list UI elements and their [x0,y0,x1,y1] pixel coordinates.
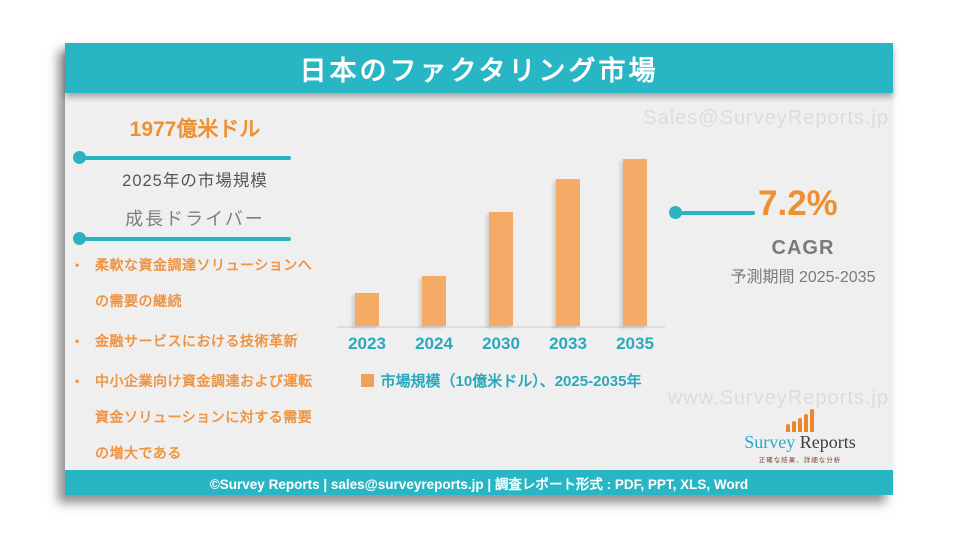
bullet-icon: • [75,374,80,388]
chart-legend: 市場規模（10億米ドル）、2025-2035年 [337,370,665,391]
dot-icon [73,232,86,245]
bar-column-2023 [337,136,397,326]
logo-wordmark: Survey Reports [744,432,856,452]
bar-column-2035 [605,136,665,326]
bar-2024 [422,276,446,326]
legend-swatch-icon [360,374,374,387]
growth-drivers-heading: 成長ドライバー [125,209,265,229]
bar-2023 [355,293,379,326]
chart-plot-area [337,138,665,328]
divider-rule [679,210,755,215]
bar-column-2033 [538,136,598,326]
footer-bar: ©Survey Reports | sales@surveyreports.jp… [65,470,893,495]
driver-text: 中小企業向け資金調達および運転 資金ソリューションに対する需要 の増大である [95,373,313,461]
title-banner: 日本のファクタリング市場 [65,43,893,93]
watermark-top: Sales@SurveyReports.jp [643,107,889,129]
market-size-value: 1977億米ドル [129,118,261,141]
x-tick-2035: 2035 [616,334,654,353]
footer-text: ©Survey Reports | sales@surveyreports.jp… [209,476,749,492]
cagr-label: CAGR [771,237,835,259]
dot-icon [669,206,682,219]
x-tick-2030: 2030 [482,334,520,353]
legend-label: 市場規模（10億米ドル）、2025-2035年 [380,373,642,390]
accent-divider-top [73,151,291,164]
bar-2033 [556,179,580,326]
growth-drivers-list: • 柔軟な資金調達ソリューションへ の需要の継続 • 金融サービスにおける技術革新 • 中小… [75,247,367,475]
bar-2030 [489,212,513,326]
bar-2035 [623,159,647,326]
cagr-pointer-line [669,206,755,219]
market-size-caption: 2025年の市場規模 [122,172,268,190]
x-tick-2024: 2024 [415,334,453,353]
dot-icon [73,151,86,164]
bullet-icon: • [75,334,80,348]
driver-item: • 金融サービスにおける技術革新 [75,323,367,359]
forecast-period: 予測期間 2025-2035 [730,269,876,286]
accent-divider-drivers [73,232,291,245]
cagr-value: 7.2% [758,184,838,223]
bar-column-2024 [404,136,464,326]
page-title: 日本のファクタリング市場 [299,55,659,86]
logo-tagline: 正確な結果、詳細な分析 [758,457,842,464]
bullet-icon: • [75,258,80,272]
divider-rule [83,155,291,160]
chart-x-axis-labels: 2023 2024 2030 2033 2035 [337,334,665,354]
infographic-slide: 日本のファクタリング市場 Sales@SurveyReports.jp www.… [65,43,893,495]
bar-chart-icon [735,409,865,432]
driver-text: 金融サービスにおける技術革新 [95,333,298,349]
survey-reports-logo: Survey Reports 正確な結果、詳細な分析 [735,409,865,464]
market-size-bar-chart: 2023 2024 2030 2033 2035 市場規模（10億米ドル）、2025-2… [337,138,665,391]
watermark-bottom: www.SurveyReports.jp [667,387,889,409]
driver-item: • 中小企業向け資金調達および運転 資金ソリューションに対する需要 の増大である [75,363,367,471]
divider-rule [83,236,291,241]
driver-item: • 柔軟な資金調達ソリューションへ の需要の継続 [75,247,367,319]
bar-column-2030 [471,136,531,326]
x-tick-2023: 2023 [348,334,386,353]
x-tick-2033: 2033 [549,334,587,353]
driver-text: 柔軟な資金調達ソリューションへ の需要の継続 [95,257,313,309]
slide-body: Sales@SurveyReports.jp www.SurveyReports… [65,93,893,470]
